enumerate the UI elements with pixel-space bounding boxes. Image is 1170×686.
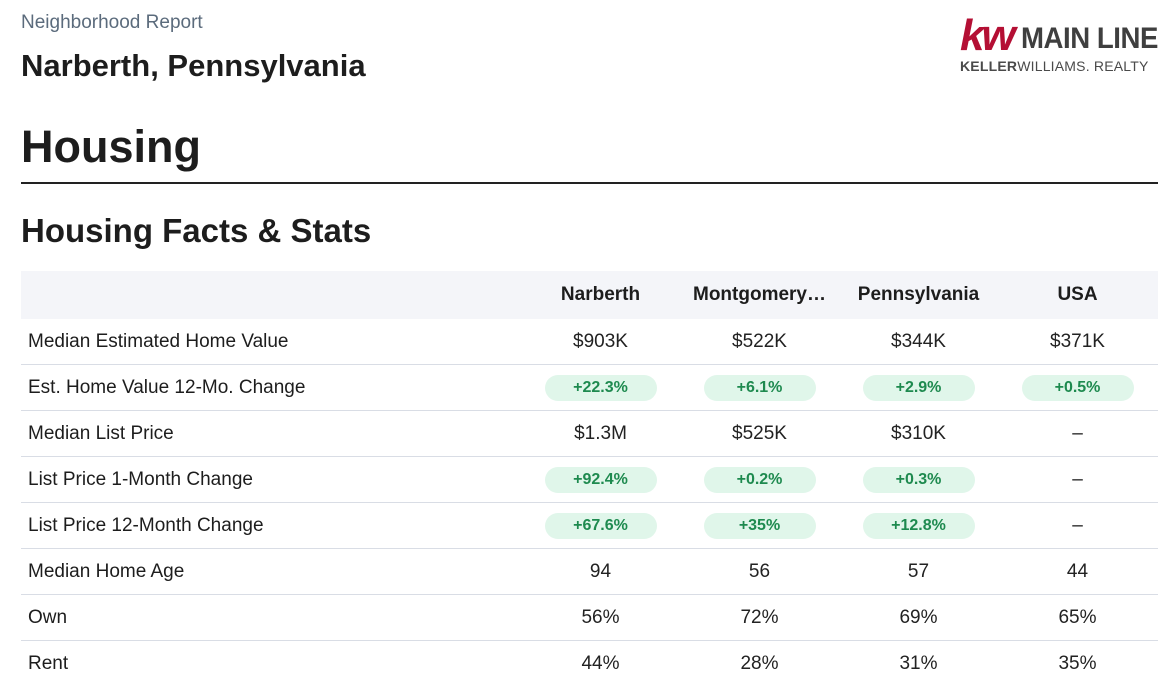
change-badge: +22.3% [544, 374, 657, 401]
table-cell: 94 [589, 560, 612, 582]
table-cell: +12.8% [839, 512, 998, 539]
table-cell: $310K [891, 422, 946, 444]
kw-logo-mark: kw [960, 11, 1016, 60]
row-label: Rent [28, 652, 69, 674]
table-cell: +67.6% [521, 512, 680, 539]
table-cell: +0.2% [680, 466, 839, 493]
logo-subtitle: KELLERWILLIAMS. REALTY [960, 58, 1165, 74]
change-badge: +67.6% [544, 512, 657, 539]
section-subtitle: Housing Facts & Stats [21, 212, 372, 249]
table-cell: – [1072, 514, 1083, 536]
table-cell: 28% [740, 652, 779, 674]
change-badge: +92.4% [544, 466, 657, 493]
table-cell: +22.3% [521, 374, 680, 401]
table-row: List Price 1-Month Change +92.4% +0.2% +… [21, 457, 1158, 503]
table-cell: 72% [740, 606, 779, 628]
table-row: Own 56% 72% 69% 65% [21, 595, 1158, 641]
kw-main-line-logo: kw MAIN LINE KELLERWILLIAMS. REALTY [960, 14, 1165, 80]
change-badge: +0.5% [1021, 374, 1134, 401]
row-label: Median Home Age [28, 560, 185, 582]
table-cell: 65% [1058, 606, 1097, 628]
section-title: Housing [21, 121, 201, 172]
location-title: Narberth, Pennsylvania [21, 48, 366, 83]
report-header: Neighborhood Report Narberth, Pennsylvan… [21, 10, 366, 84]
table-cell: 31% [899, 652, 938, 674]
table-cell: 44 [1066, 560, 1089, 582]
table-cell: 56 [748, 560, 771, 582]
row-label: List Price 1-Month Change [28, 468, 253, 490]
change-badge: +6.1% [703, 374, 816, 401]
logo-keller: KELLER [960, 58, 1018, 74]
table-row: Median List Price $1.3M $525K $310K – [21, 411, 1158, 457]
table-header-row: Narberth Montgomery… Pennsylvania USA [21, 271, 1158, 319]
change-badge: +12.8% [862, 512, 975, 539]
table-row: Median Estimated Home Value $903K $522K … [21, 319, 1158, 365]
change-badge: +2.9% [862, 374, 975, 401]
table-cell: – [1072, 468, 1083, 490]
table-cell: 44% [581, 652, 620, 674]
logo-williams-realty: WILLIAMS. REALTY [1017, 58, 1149, 74]
table-cell: $522K [732, 330, 787, 352]
table-cell: $1.3M [574, 422, 627, 444]
table-cell: +0.5% [998, 374, 1157, 401]
row-label: Est. Home Value 12-Mo. Change [28, 376, 306, 398]
row-label: Own [28, 606, 68, 628]
table-cell: +92.4% [521, 466, 680, 493]
table-cell: 69% [899, 606, 938, 628]
row-label: Median List Price [28, 422, 174, 444]
change-badge: +35% [703, 512, 816, 539]
table-row: Est. Home Value 12-Mo. Change +22.3% +6.… [21, 365, 1158, 411]
table-cell: +6.1% [680, 374, 839, 401]
change-badge: +0.2% [703, 466, 816, 493]
row-label: List Price 12-Month Change [28, 514, 264, 536]
table-cell: +2.9% [839, 374, 998, 401]
table-cell: $344K [891, 330, 946, 352]
table-cell: $371K [1050, 330, 1105, 352]
table-cell: $525K [732, 422, 787, 444]
table-row: Median Home Age 94 56 57 44 [21, 549, 1158, 595]
table-cell: +0.3% [839, 466, 998, 493]
table-cell: 35% [1058, 652, 1097, 674]
table-cell: 56% [581, 606, 620, 628]
report-label: Neighborhood Report [21, 12, 203, 33]
column-header: Narberth [560, 284, 641, 305]
section-divider [21, 182, 1158, 184]
table-cell: $903K [573, 330, 628, 352]
change-badge: +0.3% [862, 466, 975, 493]
column-header: Pennsylvania [857, 284, 980, 305]
table-cell: 57 [907, 560, 930, 582]
table-cell: – [1072, 422, 1083, 444]
housing-stats-table: Narberth Montgomery… Pennsylvania USA Me… [21, 271, 1158, 686]
table-row: List Price 12-Month Change +67.6% +35% +… [21, 503, 1158, 549]
column-header: Montgomery… [693, 284, 826, 305]
table-row: Rent 44% 28% 31% 35% [21, 641, 1158, 686]
column-header: USA [1057, 284, 1098, 305]
logo-main-line: MAIN LINE [1020, 22, 1158, 55]
table-cell: +35% [680, 512, 839, 539]
row-label: Median Estimated Home Value [28, 330, 289, 352]
